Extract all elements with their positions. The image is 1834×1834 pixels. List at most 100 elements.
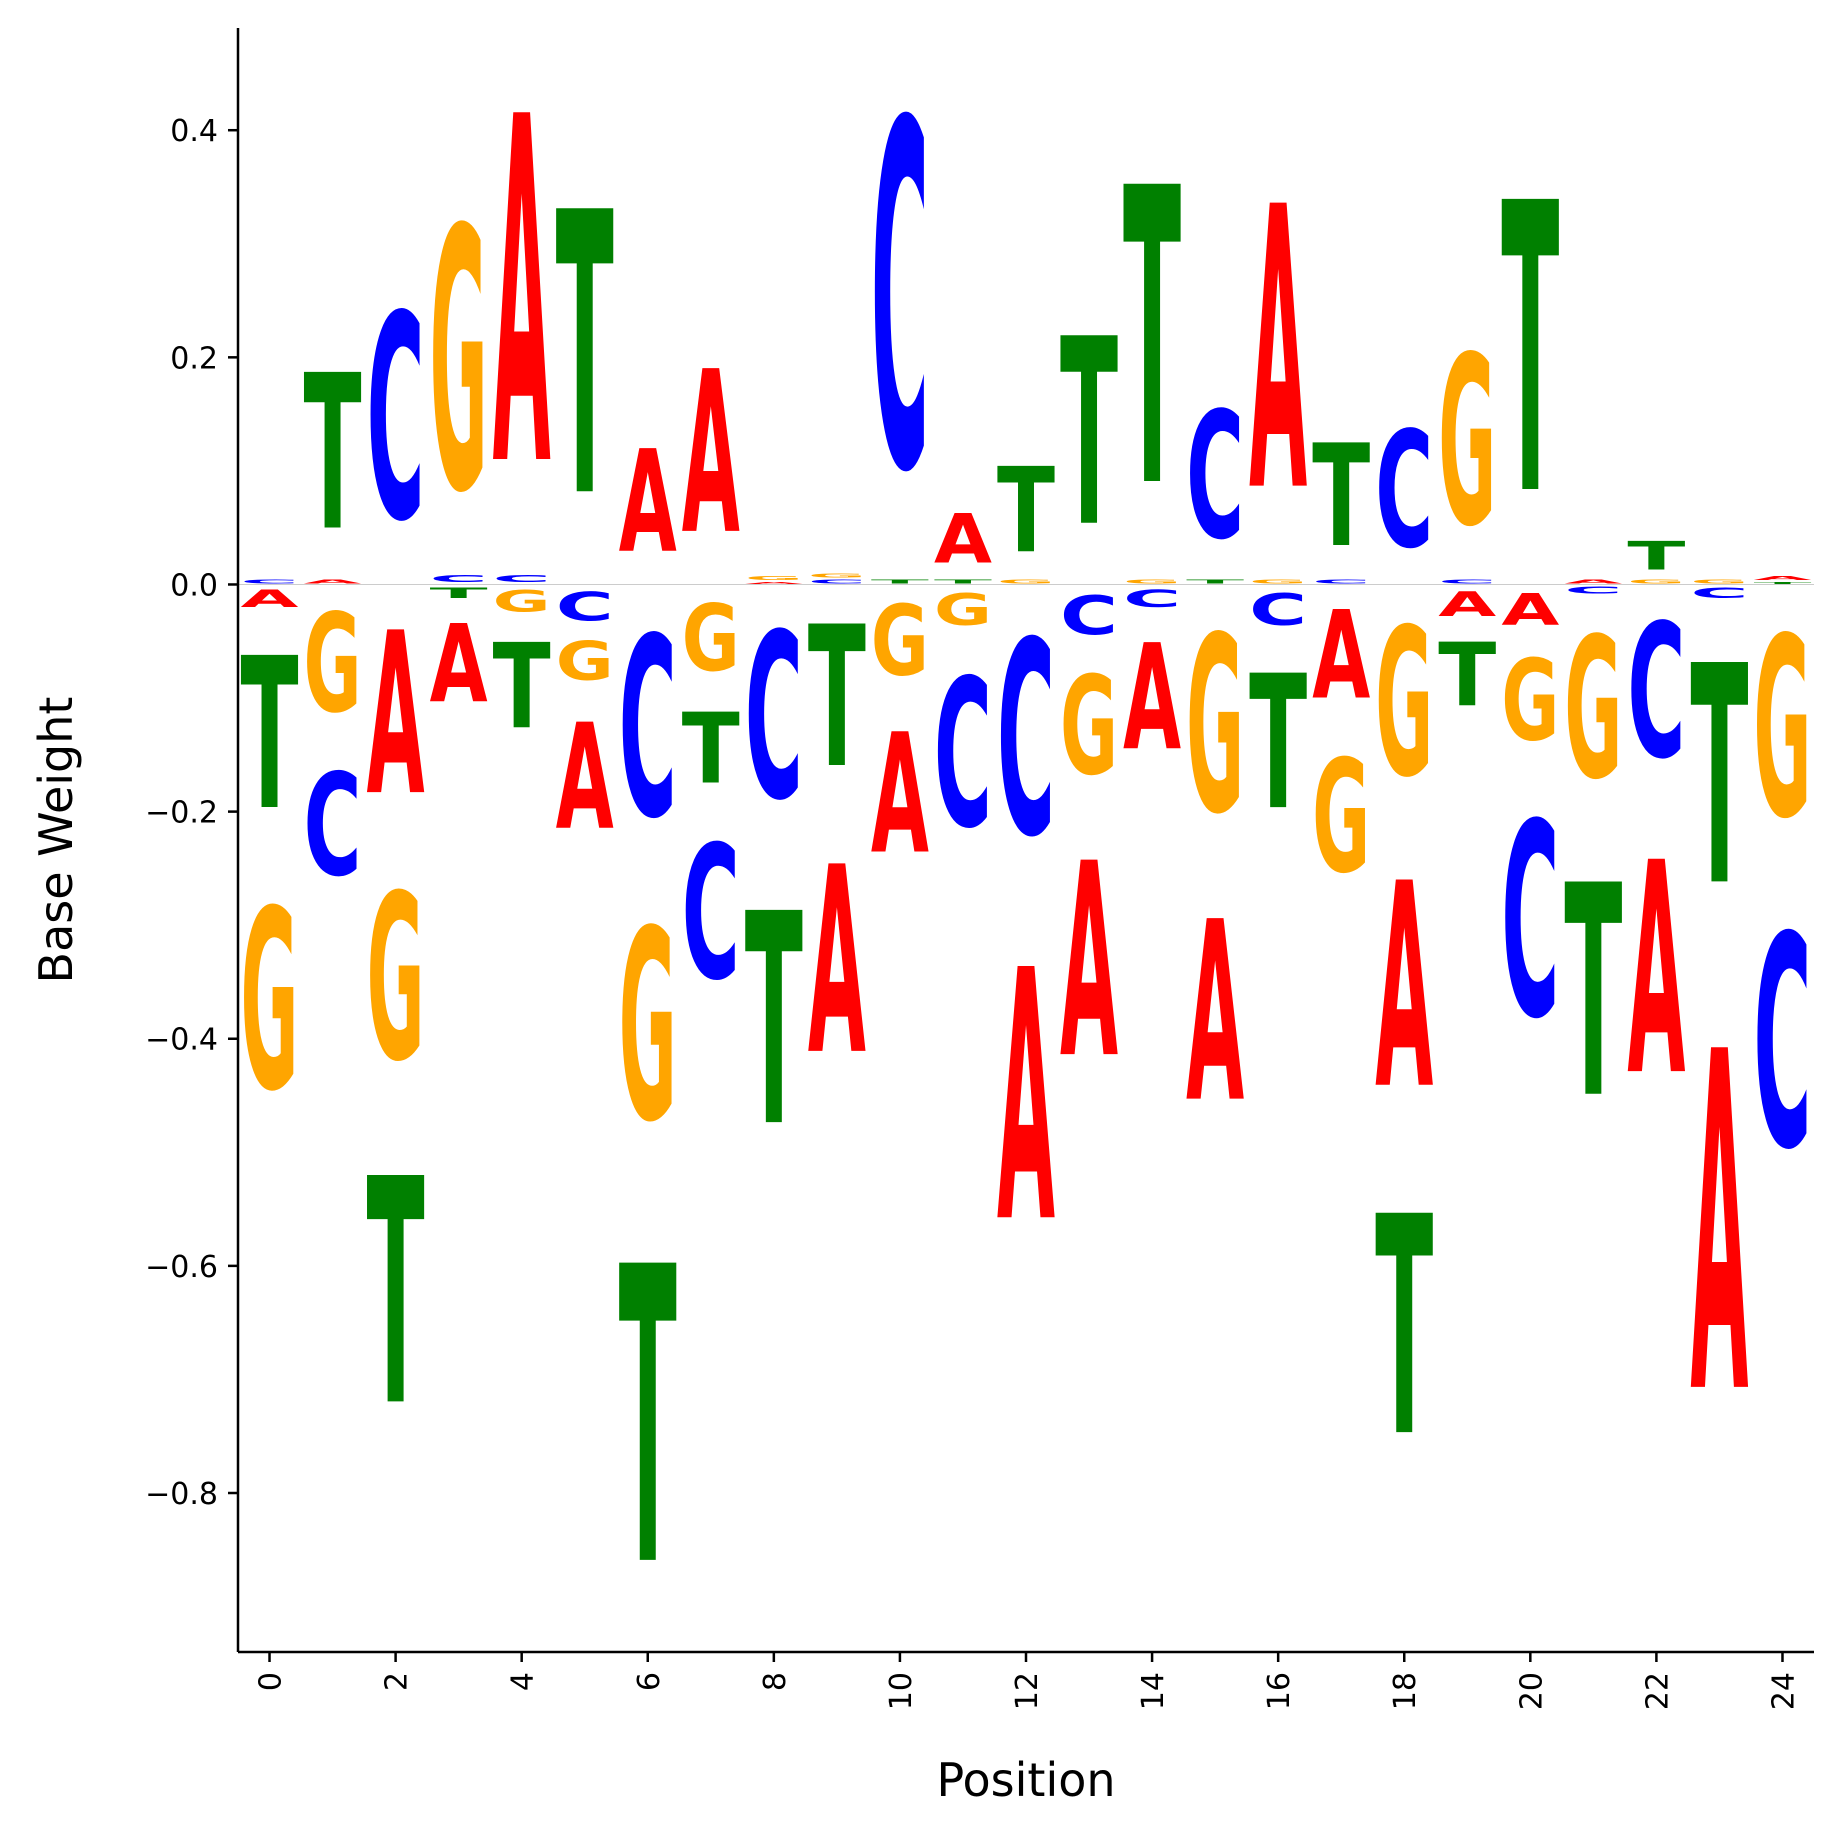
logo-glyph-g: G xyxy=(808,573,866,579)
logo-glyph-t: T xyxy=(1438,625,1496,726)
y-ticks: 0.4 0.2 0.0 −0.2 −0.4 −0.6 −0.8 xyxy=(145,114,238,1512)
logo-glyph-t: T xyxy=(871,579,929,585)
logo-glyph-c: C xyxy=(1375,398,1433,584)
logo-glyph-g: G xyxy=(1312,728,1370,908)
x-axis-label: Position xyxy=(936,1753,1115,1807)
logo-glyph-c: C xyxy=(808,579,866,585)
logo-glyph-g: G xyxy=(682,586,740,693)
x-tick-label: 10 xyxy=(884,1672,919,1710)
logo-glyph-t: T xyxy=(619,1183,677,1656)
x-tick-label: 20 xyxy=(1514,1672,1549,1710)
logo-glyph-t: T xyxy=(1375,1155,1433,1505)
logo-glyph-g: G xyxy=(1564,597,1622,823)
logo-glyph-t: T xyxy=(1249,636,1307,850)
logo-glyph-a: A xyxy=(1753,575,1811,581)
logo-glyph-a: A xyxy=(493,19,552,572)
logo-glyph-t: T xyxy=(1564,824,1622,1163)
logo-glyph-t: T xyxy=(1060,285,1118,584)
logo-glyph-a: A xyxy=(430,601,488,726)
x-tick-label: 16 xyxy=(1262,1672,1297,1710)
logo-glyph-g: G xyxy=(1060,647,1118,806)
logo-glyph-g: G xyxy=(1186,586,1244,868)
logo-glyph-c: C xyxy=(430,573,488,584)
logo-glyph-g: G xyxy=(367,846,425,1112)
logo-glyph-g: G xyxy=(1627,579,1685,585)
logo-glyph-g: G xyxy=(241,857,299,1145)
logo-glyph-c: C xyxy=(1186,375,1244,579)
x-tick-label: 24 xyxy=(1766,1672,1801,1710)
logo-glyph-c: C xyxy=(493,573,551,584)
x-tick-label: 18 xyxy=(1388,1672,1423,1710)
logo-glyph-c: C xyxy=(745,587,803,852)
logo-glyph-c: C xyxy=(682,807,740,1021)
logo-glyph-a: A xyxy=(619,420,677,585)
y-tick-label: −0.8 xyxy=(145,1477,218,1512)
logo-glyph-a: A xyxy=(1123,615,1181,784)
logo-glyph-g: G xyxy=(1375,584,1433,822)
logo-glyph-a: A xyxy=(304,579,362,585)
x-tick-label: 14 xyxy=(1136,1672,1171,1710)
y-tick-label: 0.4 xyxy=(170,114,218,149)
logo-glyph-t: T xyxy=(241,613,299,857)
logo-glyph-t: T xyxy=(1501,120,1559,583)
logo-glyph-a: A xyxy=(808,812,866,1112)
y-tick-label: −0.4 xyxy=(145,1023,218,1058)
logo-glyph-t: T xyxy=(1186,579,1244,585)
logo-glyph-a: A xyxy=(682,324,740,584)
logo-glyph-t: T xyxy=(1312,415,1370,578)
logo-glyph-c: C xyxy=(241,579,299,585)
logo-glyph-c: C xyxy=(1753,876,1811,1214)
logo-glyph-a: A xyxy=(1501,585,1560,636)
logo-glyph-t: T xyxy=(808,586,866,811)
logo-glyph-c: C xyxy=(367,255,425,583)
y-axis-label: Base Weight xyxy=(29,697,83,984)
logo-glyph-g: G xyxy=(1753,585,1811,873)
logo-glyph-c: C xyxy=(1249,585,1307,636)
logo-glyph-c: C xyxy=(1690,585,1748,602)
logo-glyph-t: T xyxy=(304,330,362,578)
x-tick-label: 2 xyxy=(380,1672,415,1691)
x-tick-label: 4 xyxy=(506,1672,541,1691)
logo-glyph-a: A xyxy=(1249,125,1308,578)
x-tick-label: 22 xyxy=(1640,1672,1675,1710)
logo-glyph-t: T xyxy=(493,619,551,755)
logo-glyph-t: T xyxy=(1123,104,1181,577)
logo-glyph-t: T xyxy=(556,132,614,584)
logo-glyph-t: T xyxy=(745,852,803,1191)
x-tick-label: 12 xyxy=(1010,1672,1045,1710)
logo-glyph-g: G xyxy=(304,584,362,743)
logo-glyph-c: C xyxy=(1060,584,1118,647)
logo-glyph-c: C xyxy=(997,586,1055,897)
logo-glyph-a: A xyxy=(241,585,299,613)
logo-glyph-g: G xyxy=(871,586,929,699)
logo-glyph-g: G xyxy=(1501,637,1559,767)
x-tick-label: 0 xyxy=(254,1672,289,1691)
logo-glyph-c: C xyxy=(1501,768,1559,1079)
y-tick-label: 0.2 xyxy=(170,341,218,376)
logo-glyph-g: G xyxy=(997,579,1055,585)
x-tick-label: 8 xyxy=(758,1672,793,1691)
logo-glyph-g: G xyxy=(1249,579,1307,585)
logo-glyph-c: C xyxy=(619,586,677,874)
logo-glyph-a: A xyxy=(1438,585,1496,625)
x-tick-label: 6 xyxy=(632,1672,667,1691)
logo-glyph-t: T xyxy=(1627,534,1685,579)
logo-glyph-g: G xyxy=(619,876,677,1181)
y-tick-label: −0.2 xyxy=(145,796,218,831)
logo-glyph-g: G xyxy=(430,155,488,573)
logo-glyph-a: A xyxy=(745,581,803,584)
glyph-layer: CATGATGCCAGTCGTACAGTTCGAACGTAGTCAGCTCGTA… xyxy=(241,19,1812,1657)
y-tick-label: −0.6 xyxy=(145,1250,218,1285)
logo-glyph-c: C xyxy=(1627,586,1685,800)
logo-glyph-a: A xyxy=(367,586,425,846)
logo-glyph-g: G xyxy=(1123,579,1181,585)
logo-glyph-a: A xyxy=(1060,808,1118,1118)
logo-glyph-c: C xyxy=(871,25,929,577)
logo-glyph-g: G xyxy=(556,630,614,692)
logo-glyph-t: T xyxy=(934,579,992,585)
logo-glyph-a: A xyxy=(997,898,1055,1299)
logo-glyph-a: A xyxy=(556,694,614,863)
logo-glyph-a: A xyxy=(1564,579,1622,585)
